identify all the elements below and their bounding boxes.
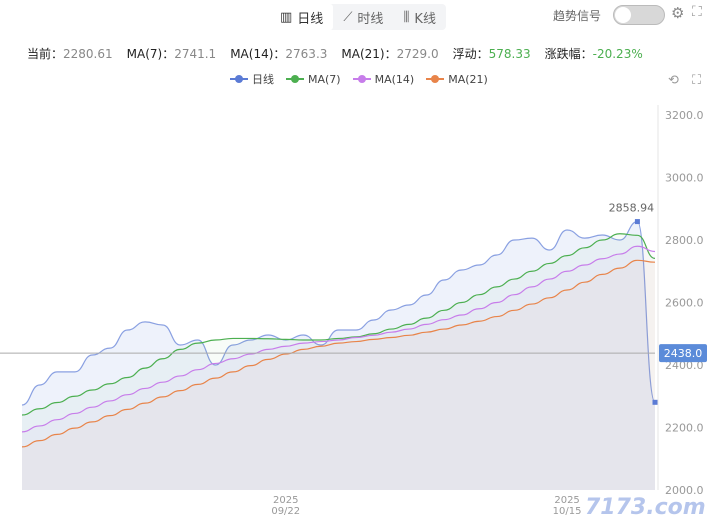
ma7-value: 2741.1 [174,47,217,61]
legend-label: MA(14) [374,72,415,86]
y-tick-label: 2800.0 [665,234,704,247]
ma7-line [21,233,656,416]
data-point [652,399,658,405]
ma21-label: MA(21)： [341,47,397,61]
legend-label: 日线 [252,73,274,86]
tab-hourly[interactable]: ⟋ 时线 [343,9,384,27]
legend-marker [352,75,371,83]
ma14-value: 2763.3 [285,47,328,61]
change-label: 涨跌幅： [544,47,593,61]
y-tick-label: 3000.0 [665,172,704,185]
zoom-select-icon[interactable]: ⛶ [692,73,702,88]
legend-item-daily[interactable]: 日线 [230,71,274,87]
ma21-value: 2729.0 [396,47,439,61]
legend-marker [286,75,304,83]
y-tick-label: 3200.0 [665,109,704,122]
float-label: 浮动： [452,47,489,61]
chart-legend: 日线 MA(7) MA(14) MA(21) [230,71,488,87]
line-chart-icon: ⟋ [343,9,353,25]
data-point [634,219,640,225]
legend-marker [230,75,248,83]
current-label: 当前： [27,47,64,61]
y-tick-label: 2400.0 [665,359,704,372]
ma14-label: MA(14)： [230,47,286,61]
x-tick-label: 10/15 [553,506,582,517]
current-value: 2280.61 [63,47,113,61]
y-tick-label: 2200.0 [665,422,704,435]
trend-signal-toggle[interactable] [613,5,665,25]
legend-item-ma7[interactable]: MA(7) [286,71,341,87]
x-tick-label: 2025 [554,495,579,506]
x-tick-label: 09/22 [271,506,300,517]
daily-area [22,221,655,491]
reference-badge [659,344,707,363]
legend-item-ma14[interactable]: MA(14) [352,71,415,87]
bar-chart-icon: ▥ [280,9,293,25]
stats-bar: 当前：2280.61 MA(7)：2741.1 MA(14)：2763.3 MA… [27,45,643,62]
ma7-area [22,233,655,490]
change-value: -20.23% [592,47,643,61]
y-tick-label: 2600.0 [665,297,704,310]
ma14-area [22,246,655,490]
candlestick-icon: ⫼ [403,9,410,25]
trend-signal-label: 趋势信号 [553,9,602,23]
ma21-line [21,259,656,448]
reset-zoom-icon[interactable]: ⟲ [668,73,679,88]
legend-item-ma21[interactable]: MA(21) [426,71,488,87]
tab-kline[interactable]: ⫼ K线 [403,9,436,27]
reference-label: 2438.0 [664,347,703,360]
y-tick-label: 2000.0 [665,484,704,497]
gear-icon[interactable]: ⚙ [671,4,685,22]
legend-marker [426,75,445,83]
ma14-line [21,245,656,433]
daily-line [21,220,656,406]
watermark: 7173.com [585,495,706,520]
fullscreen-icon[interactable]: ⛶ [692,4,702,20]
peak-label: 2858.94 [609,202,655,215]
x-tick-label: 2025 [273,495,298,506]
chart-type-tabs: ▥ 日线 ⟋ 时线 ⫼ K线 [270,4,446,30]
legend-label: MA(21) [448,72,488,86]
legend-label: MA(7) [308,72,341,86]
ma7-label: MA(7)： [126,47,175,61]
float-value: 578.33 [488,47,531,61]
tab-daily[interactable]: ▥ 日线 [270,4,334,30]
ma21-area [22,260,655,490]
